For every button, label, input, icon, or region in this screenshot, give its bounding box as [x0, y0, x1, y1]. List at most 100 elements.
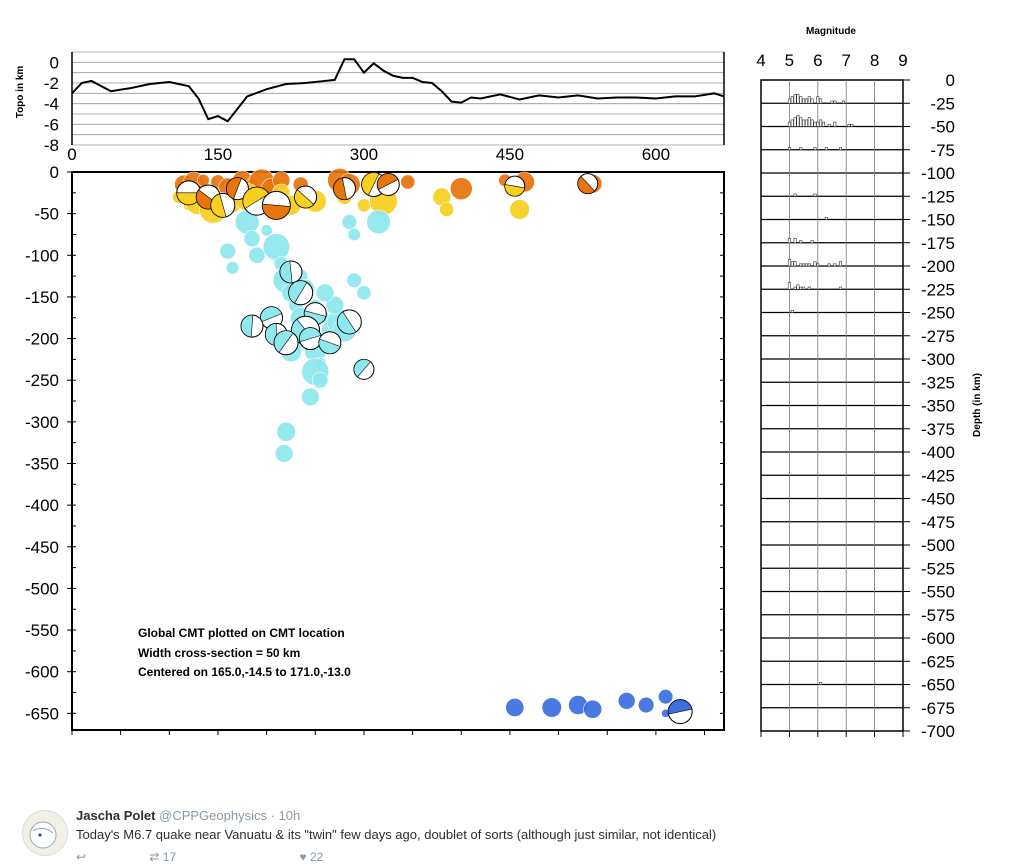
focal-mechanism: [577, 173, 599, 195]
reply-button[interactable]: ↩: [76, 850, 87, 864]
earthquake-point-intermediate: [225, 261, 240, 275]
histogram-bar: [841, 100, 845, 104]
section-ytick-label: -50: [34, 205, 59, 224]
focal-mechanism: [240, 314, 264, 338]
beachball-quadrant: [377, 173, 399, 190]
histogram-ytick-label: -225: [921, 280, 955, 299]
histogram-bar: [799, 263, 803, 267]
histogram-bar: [804, 98, 808, 104]
earthquake-point-intermediate: [276, 422, 296, 442]
histogram-ytick-label: -325: [921, 373, 955, 392]
histogram-bar: [807, 117, 811, 127]
beachball-quadrant: [299, 327, 322, 343]
focal-mechanism: [294, 185, 318, 209]
histogram-bar: [816, 96, 820, 104]
section-frame: [71, 171, 725, 731]
section-ytick-label: -100: [25, 246, 59, 265]
histogram-ytick-label: -425: [921, 466, 955, 485]
histogram-bar: [787, 282, 791, 290]
section-ytick-label: -400: [25, 496, 59, 515]
retweet-button[interactable]: ⇄ 17: [149, 850, 177, 864]
histogram-ytick-label: -650: [921, 676, 955, 695]
section-ytick-label: -150: [25, 288, 59, 307]
histogram-ytick-label: -50: [930, 118, 955, 137]
focal-mechanism: [361, 171, 387, 197]
cross-section-figure: 0-2-4-6-8 0 150 300 450 600 Topo in km 0-50-1…: [15, 26, 983, 741]
histogram-ytick-label: -300: [921, 350, 955, 369]
histogram-bar: [807, 286, 811, 290]
focal-mechanism: [376, 172, 400, 196]
histogram-bar: [799, 240, 803, 244]
beachball-quadrant: [333, 177, 347, 200]
magnitude-histogram-panel: 4 5 6 7 8 9 0 -25 -50 -75 -100 -125 -150 -175 -200 -225…: [756, 51, 955, 741]
earthquake-point-mid: [357, 198, 371, 213]
focal-mechanism: [298, 327, 322, 351]
beachball-quadrant: [504, 184, 525, 197]
earthquake-point-mid: [509, 199, 530, 220]
topo-ytick-label: 0: [50, 53, 59, 72]
avatar[interactable]: [22, 810, 68, 856]
histogram-ytick-label: -75: [930, 141, 955, 160]
annotation-line-2: Width cross-section = 50 km: [138, 646, 300, 660]
focal-mechanism: [273, 330, 299, 356]
histogram-bar: [796, 115, 800, 127]
histogram-ytick-label: -200: [921, 257, 955, 276]
topo-ytick-label: -6: [44, 115, 59, 134]
histogram-bar: [804, 263, 808, 267]
depth-section-panel: 0 -50 -100 -150 -200 -250 -300 -350 -400 -450 -500…: [25, 163, 725, 735]
earthquake-point-deep: [657, 689, 674, 705]
histogram-bar: [850, 124, 854, 127]
histogram-title: Magnitude: [806, 26, 856, 37]
section-ytick-label: -350: [25, 454, 59, 473]
section-ytick-label: -200: [25, 330, 59, 349]
tweet-header: Jascha Polet @CPPGeophysics · 10h: [76, 808, 300, 823]
histogram-bar: [819, 681, 823, 685]
histogram-ytick-label: -700: [921, 722, 955, 741]
histogram-bar: [813, 261, 817, 267]
histogram-bar: [802, 119, 806, 127]
histogram-bar: [799, 96, 803, 104]
topo-profile-line: [71, 58, 725, 123]
histogram-bar: [813, 121, 817, 127]
histogram-ytick-label: -375: [921, 420, 955, 439]
separator: ·: [270, 808, 275, 823]
author-handle[interactable]: @CPPGeophysics: [159, 808, 267, 823]
earthquake-point-deep: [617, 692, 636, 710]
histogram-bar: [790, 119, 794, 127]
histogram-bar: [787, 147, 791, 151]
annotation-line-3: Centered on 165.0,-14.5 to 171.0,-13.0: [138, 665, 351, 679]
histogram-ytick-label: -600: [921, 629, 955, 648]
histogram-bar: [793, 193, 797, 197]
retweet-count: 17: [162, 850, 177, 864]
section-ytick-label: -250: [25, 371, 59, 390]
histogram-bar: [810, 119, 814, 127]
topo-xtick-label: 0: [67, 145, 76, 164]
beachball-quadrant: [262, 203, 291, 220]
focal-mechanism: [336, 309, 362, 335]
focal-mechanism: [279, 260, 303, 284]
focal-mechanism: [210, 192, 236, 218]
beachball-quadrant: [210, 193, 227, 218]
tweet-timestamp[interactable]: 10h: [278, 808, 301, 823]
author-name[interactable]: Jascha Polet: [76, 808, 156, 823]
topo-xtick-label: 600: [642, 145, 670, 164]
histogram-bar: [802, 263, 806, 267]
like-button[interactable]: ♥ 22: [299, 850, 324, 864]
histogram-ytick-label: -250: [921, 304, 955, 323]
histogram-bar: [810, 240, 814, 244]
beachball-quadrant: [273, 330, 294, 353]
histogram-bar: [833, 263, 837, 267]
topo-ytick-label: -2: [44, 74, 59, 93]
section-ytick-label: -600: [25, 663, 59, 682]
focal-mechanism: [318, 331, 342, 355]
beachball-quadrant: [240, 314, 254, 338]
histogram-bar: [810, 98, 814, 104]
histogram-ytick-label: -675: [921, 699, 955, 718]
beachball-quadrant: [279, 260, 293, 284]
earthquake-point-deep: [541, 697, 562, 718]
focal-mechanism: [261, 190, 291, 220]
depth-axis-label: Depth (in km): [972, 373, 983, 437]
histogram-ytick-label: -175: [921, 234, 955, 253]
earthquake-point-intermediate: [260, 224, 273, 237]
tweet-card[interactable]: Jascha Polet @CPPGeophysics · 10h Today'…: [22, 800, 1012, 864]
